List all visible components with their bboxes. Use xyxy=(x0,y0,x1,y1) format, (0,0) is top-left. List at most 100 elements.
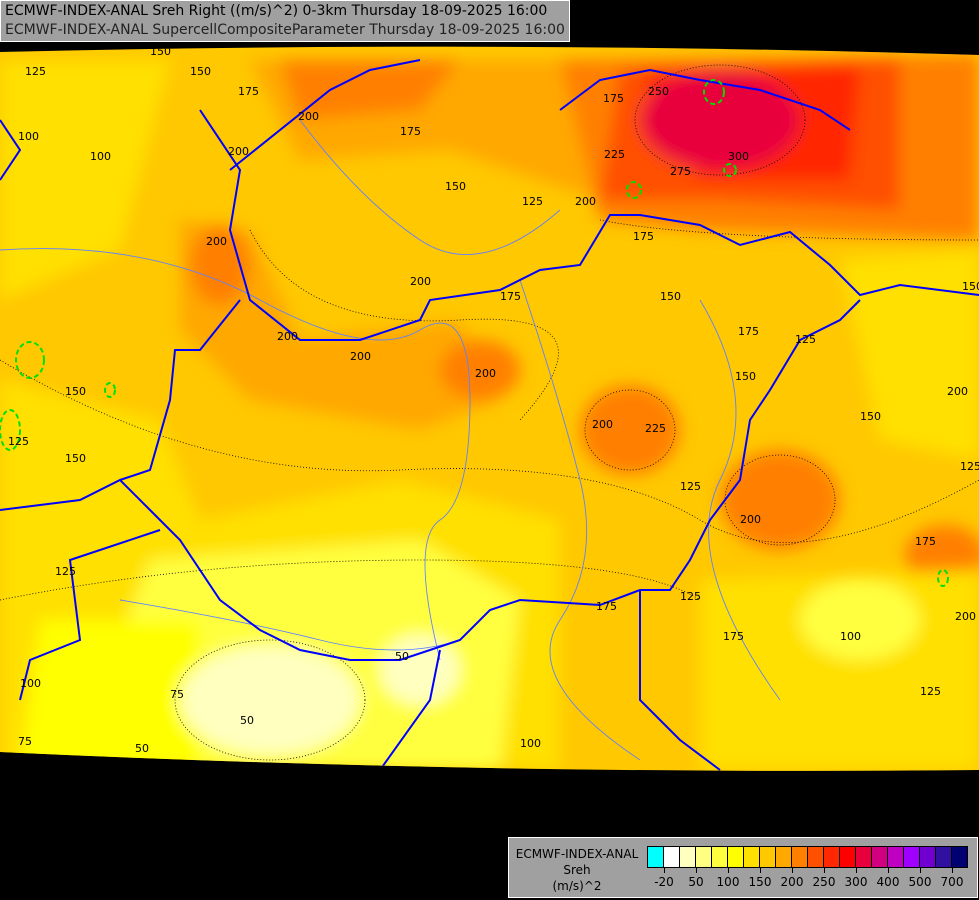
legend-swatch xyxy=(776,847,792,867)
legend-tick xyxy=(952,867,953,873)
legend-tick xyxy=(760,867,761,873)
legend-tick xyxy=(856,867,857,873)
contour-label: 175 xyxy=(633,230,654,243)
legend-tick xyxy=(792,867,793,873)
legend-swatch xyxy=(952,847,967,867)
legend-tick xyxy=(728,867,729,873)
legend-tick-label: 150 xyxy=(748,875,772,889)
legend-swatch xyxy=(680,847,696,867)
sreh-contours xyxy=(0,64,979,761)
contour-label: 150 xyxy=(150,45,171,58)
contour-label: 175 xyxy=(238,85,259,98)
title-line-2: ECMWF-INDEX-ANAL SupercellCompositeParam… xyxy=(5,22,565,38)
contour-label: 125 xyxy=(522,195,543,208)
contour-label: 200 xyxy=(475,367,496,380)
contour-label: 175 xyxy=(596,600,617,613)
legend-swatch xyxy=(696,847,712,867)
legend-swatch xyxy=(712,847,728,867)
contour-label: 150 xyxy=(445,180,466,193)
contour-label: 225 xyxy=(604,148,625,161)
legend-swatch xyxy=(648,847,664,867)
contour-label: 200 xyxy=(298,110,319,123)
contour-label: 125 xyxy=(920,685,941,698)
legend-tick-label: 400 xyxy=(876,875,900,889)
contour-label: 250 xyxy=(648,85,669,98)
legend-swatch xyxy=(664,847,680,867)
contour-label: 125 xyxy=(795,333,816,346)
contour-label: 50 xyxy=(135,742,149,755)
contour-label: 150 xyxy=(962,280,979,293)
contour-label: 200 xyxy=(228,145,249,158)
legend-tick xyxy=(888,867,889,873)
contour-label: 125 xyxy=(55,565,76,578)
contour-label: 150 xyxy=(660,290,681,303)
legend-swatch xyxy=(920,847,936,867)
legend-tick xyxy=(664,867,665,873)
contour-label: 125 xyxy=(8,435,29,448)
legend-swatch xyxy=(840,847,856,867)
contour-label: 175 xyxy=(500,290,521,303)
contour-labels: 125 150 175 200 200 200 175 150 125 200 225 250 275 3… xyxy=(8,45,979,755)
contour-label: 200 xyxy=(206,235,227,248)
legend-swatch xyxy=(872,847,888,867)
contour-label: 175 xyxy=(915,535,936,548)
contour-label: 100 xyxy=(520,737,541,750)
legend-tick-label: 700 xyxy=(940,875,964,889)
legend-tick xyxy=(920,867,921,873)
scp-contours xyxy=(0,79,949,587)
legend-model: ECMWF-INDEX-ANAL xyxy=(515,847,639,861)
legend-swatch xyxy=(824,847,840,867)
legend-swatch xyxy=(728,847,744,867)
map-title: ECMWF-INDEX-ANAL Sreh Right ((m/s)^2) 0-… xyxy=(0,0,570,42)
contour-label: 150 xyxy=(860,410,881,423)
title-line-1: ECMWF-INDEX-ANAL Sreh Right ((m/s)^2) 0-… xyxy=(5,3,548,19)
legend-tick-label: 250 xyxy=(812,875,836,889)
contour-label: 175 xyxy=(738,325,759,338)
contour-label: 175 xyxy=(723,630,744,643)
legend-swatch xyxy=(744,847,760,867)
contour-label: 125 xyxy=(680,480,701,493)
contour-label: 300 xyxy=(728,150,749,163)
legend-swatch xyxy=(904,847,920,867)
legend-tick-label: 200 xyxy=(780,875,804,889)
contour-label: 225 xyxy=(645,422,666,435)
contour-label: 275 xyxy=(670,165,691,178)
color-legend: ECMWF-INDEX-ANAL Sreh (m/s)^2 -20 50 100 15… xyxy=(508,837,978,898)
contour-label: 100 xyxy=(90,150,111,163)
contour-label: 200 xyxy=(575,195,596,208)
legend-tick-label: 500 xyxy=(908,875,932,889)
contour-label: 200 xyxy=(410,275,431,288)
country-borders xyxy=(0,59,979,771)
contour-label: 200 xyxy=(740,513,761,526)
contour-label: 125 xyxy=(960,460,979,473)
contour-label: 200 xyxy=(350,350,371,363)
contour-label: 75 xyxy=(170,688,184,701)
legend-tick xyxy=(824,867,825,873)
legend-swatch xyxy=(808,847,824,867)
contour-label: 200 xyxy=(592,418,613,431)
legend-swatch xyxy=(760,847,776,867)
legend-tick-label: 50 xyxy=(688,875,704,889)
legend-tick-label: -20 xyxy=(654,875,674,889)
legend-unit: (m/s)^2 xyxy=(552,879,602,893)
legend-tick-label: 100 xyxy=(716,875,740,889)
legend-swatch xyxy=(856,847,872,867)
legend-swatch xyxy=(888,847,904,867)
contour-label: 200 xyxy=(955,610,976,623)
contour-label: 50 xyxy=(395,650,409,663)
contour-label: 150 xyxy=(65,452,86,465)
contour-label: 150 xyxy=(735,370,756,383)
contour-label: 125 xyxy=(25,65,46,78)
rivers xyxy=(0,119,781,761)
contour-label: 150 xyxy=(65,385,86,398)
contour-label: 150 xyxy=(190,65,211,78)
legend-tick-label: 300 xyxy=(844,875,868,889)
contour-label: 100 xyxy=(18,130,39,143)
legend-variable: Sreh xyxy=(563,863,591,877)
legend-swatch xyxy=(792,847,808,867)
legend-tick xyxy=(696,867,697,873)
contour-label: 100 xyxy=(840,630,861,643)
